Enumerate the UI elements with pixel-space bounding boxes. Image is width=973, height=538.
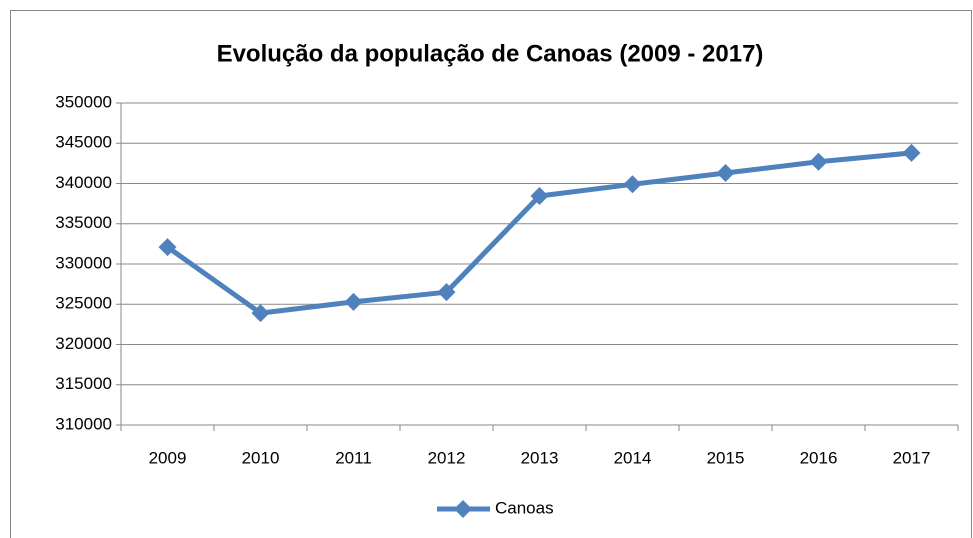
data-point (158, 238, 177, 257)
chart-border (10, 10, 972, 538)
x-tick-label: 2011 (335, 448, 372, 467)
y-tick-label: 345000 (55, 133, 112, 152)
x-tick-label: 2015 (707, 448, 745, 467)
y-tick-label: 330000 (55, 253, 112, 272)
x-tick-label: 2014 (614, 448, 652, 467)
chart-title: Evolução da população de Canoas (2009 - … (217, 40, 764, 67)
y-tick-label: 320000 (55, 334, 112, 353)
x-tick-label: 2016 (800, 448, 838, 467)
data-point (344, 292, 363, 311)
data-point (716, 164, 735, 183)
y-tick-label: 335000 (55, 213, 112, 232)
data-point (251, 304, 270, 323)
data-point (437, 283, 456, 302)
data-point (623, 175, 642, 194)
x-tick-label: 2009 (149, 448, 187, 467)
y-tick-label: 350000 (55, 92, 112, 111)
y-tick-label: 315000 (55, 374, 112, 393)
legend-label: Canoas (495, 498, 554, 517)
x-tick-label: 2013 (521, 448, 559, 467)
x-tick-label: 2010 (242, 448, 280, 467)
y-tick-label: 325000 (55, 294, 112, 313)
data-point (809, 152, 828, 171)
y-tick-label: 340000 (55, 173, 112, 192)
data-point (902, 143, 921, 162)
y-tick-label: 310000 (55, 414, 112, 433)
legend-marker (454, 500, 472, 518)
data-point (530, 186, 549, 205)
x-tick-label: 2012 (428, 448, 466, 467)
x-tick-label: 2017 (893, 448, 931, 467)
